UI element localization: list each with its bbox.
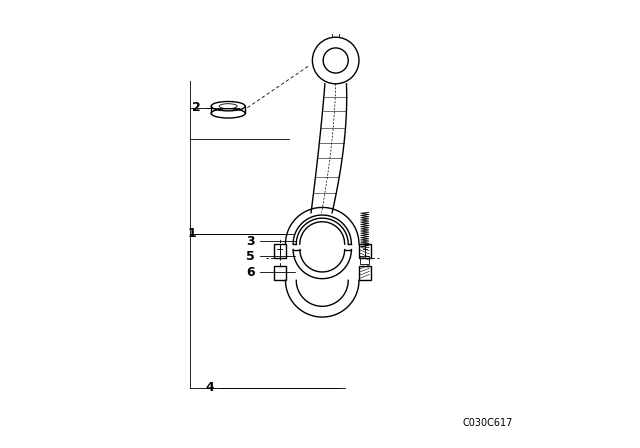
Text: 6: 6 xyxy=(246,266,255,279)
Bar xyxy=(274,244,285,258)
Text: 1: 1 xyxy=(188,227,196,241)
Text: 3: 3 xyxy=(246,234,255,248)
Text: 2: 2 xyxy=(193,101,201,114)
Text: 4: 4 xyxy=(206,381,214,394)
Text: C030C617: C030C617 xyxy=(463,418,513,428)
Text: 5: 5 xyxy=(246,250,255,263)
Bar xyxy=(360,256,369,264)
Bar xyxy=(359,266,371,280)
Bar xyxy=(274,266,285,280)
Bar xyxy=(359,244,371,258)
